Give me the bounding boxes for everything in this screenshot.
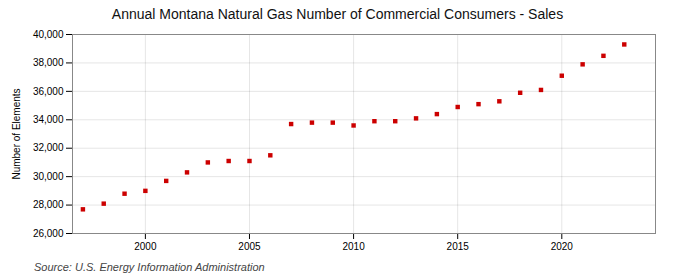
svg-text:2020: 2020: [551, 241, 574, 252]
svg-text:26,000: 26,000: [33, 228, 64, 239]
svg-text:2015: 2015: [447, 241, 470, 252]
svg-text:2005: 2005: [238, 241, 261, 252]
svg-text:2010: 2010: [342, 241, 365, 252]
svg-text:36,000: 36,000: [33, 86, 64, 97]
svg-text:Number of Elements: Number of Elements: [11, 88, 22, 179]
html-text:Source: U.S. Energy Informatio: Source: U.S. Energy Information Administ…: [34, 261, 265, 273]
svg-text:28,000: 28,000: [33, 199, 64, 210]
svg-text:30,000: 30,000: [33, 171, 64, 182]
svg-text:32,000: 32,000: [33, 142, 64, 153]
svg-text:40,000: 40,000: [33, 29, 64, 40]
html-text:Annual Montana Natural Gas Num: Annual Montana Natural Gas Number of Com…: [111, 6, 564, 22]
svg-text:2000: 2000: [134, 241, 157, 252]
svg-text:38,000: 38,000: [33, 57, 64, 68]
svg-text:34,000: 34,000: [33, 114, 64, 125]
